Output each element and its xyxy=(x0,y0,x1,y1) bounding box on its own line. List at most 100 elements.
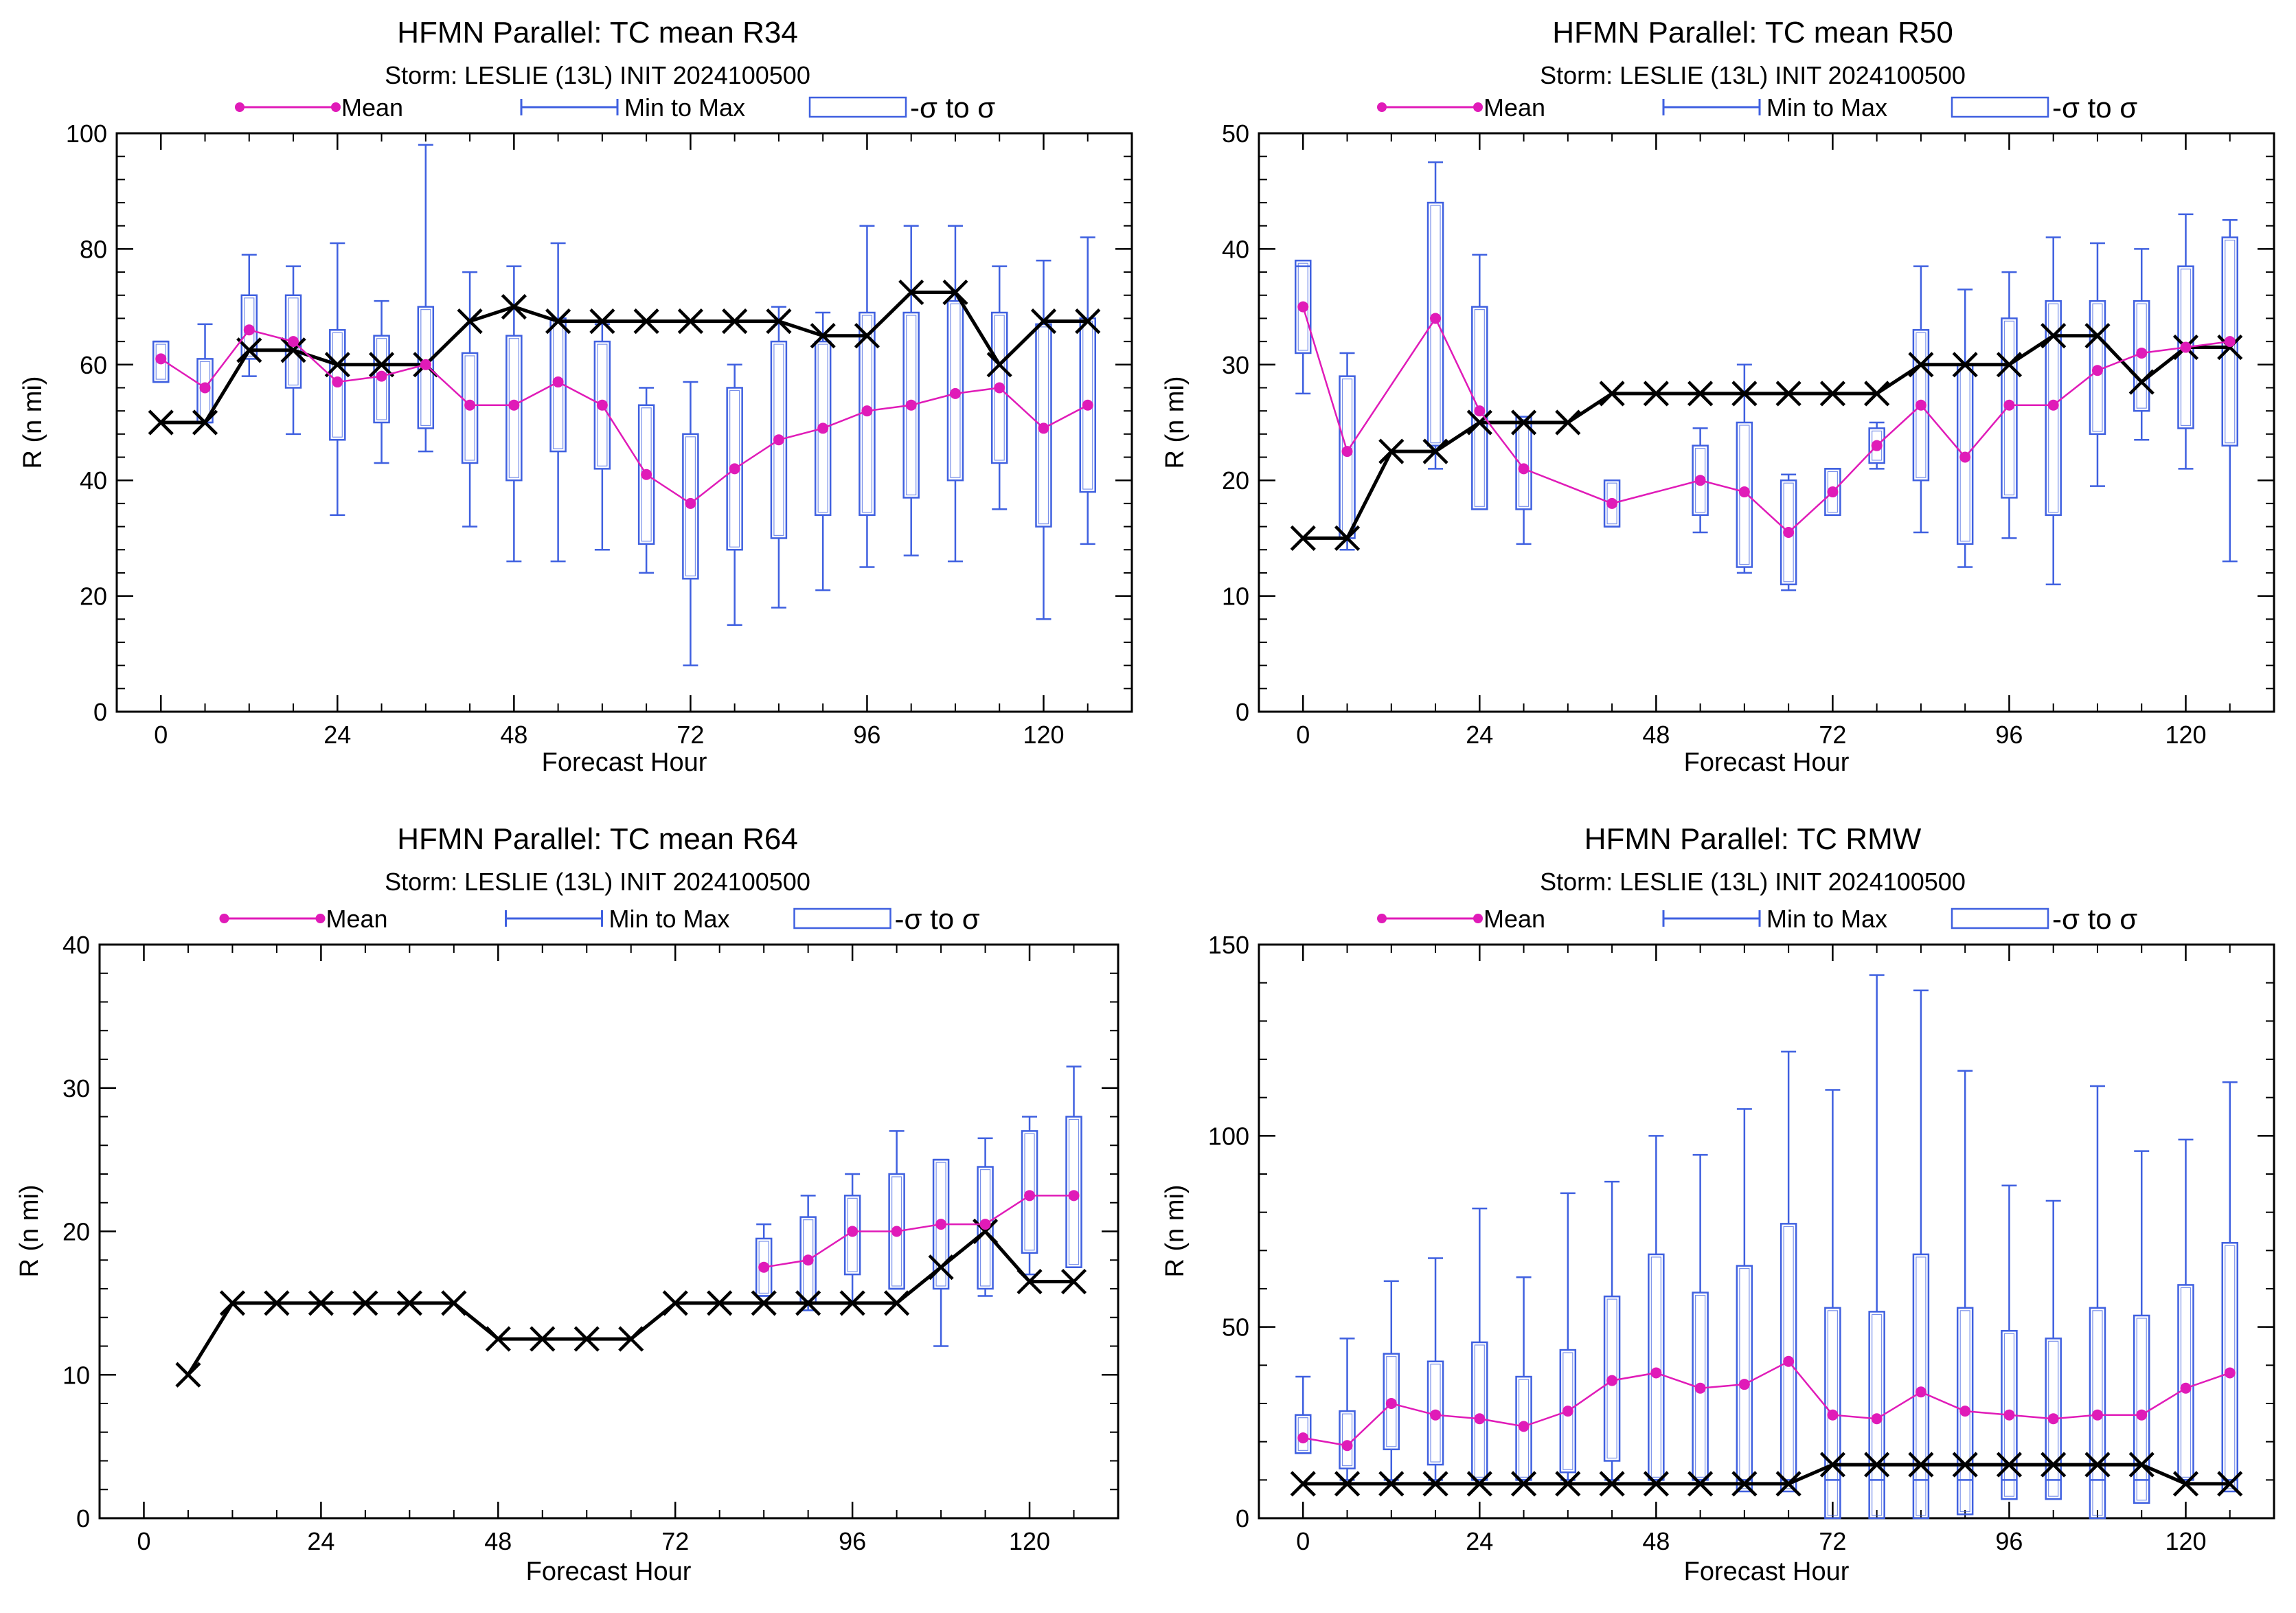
x-tick-label: 48 xyxy=(1642,721,1670,749)
axes-frame xyxy=(115,132,1133,713)
observed-marker xyxy=(1075,308,1101,335)
mean-point xyxy=(1783,526,1795,538)
y-axis-label: R (n mi) xyxy=(15,1184,44,1277)
y-tick-label: 10 xyxy=(1222,583,1249,611)
mean-point xyxy=(949,387,961,399)
mean-point xyxy=(1430,313,1442,324)
mean-point xyxy=(2003,1409,2015,1421)
panel-rmw: HFMN Parallel: TC RMW Storm: LESLIE (13L… xyxy=(1161,822,2275,1586)
observed-marker xyxy=(1775,1471,1801,1497)
mean-point xyxy=(1341,1440,1353,1452)
mean-point xyxy=(641,469,652,480)
observed-marker xyxy=(1819,381,1845,407)
observed-marker xyxy=(1466,1471,1492,1497)
legend-sigma-label: -σ to σ xyxy=(910,91,995,124)
observed-line xyxy=(161,291,1088,425)
sigma-box xyxy=(373,335,390,424)
observed-marker xyxy=(839,1290,865,1316)
chart-subtitle: Storm: LESLIE (13L) INIT 2024100500 xyxy=(1540,61,1966,89)
y-tick-label: 0 xyxy=(1236,1504,1249,1533)
y-axis-label: R (n mi) xyxy=(1161,1184,1190,1277)
sigma-box-inner xyxy=(2225,1245,2236,1489)
sigma-box xyxy=(1648,1253,1665,1481)
sigma-box-inner xyxy=(1783,1226,1794,1489)
sigma-box xyxy=(1603,479,1621,528)
sigma-box xyxy=(1471,1341,1488,1481)
observed-marker xyxy=(810,323,836,349)
sigma-box-inner xyxy=(1474,1344,1485,1478)
observed-marker xyxy=(1290,525,1316,551)
mean-point xyxy=(596,399,608,411)
y-tick-label: 20 xyxy=(1222,466,1249,495)
x-tick-label: 120 xyxy=(2165,721,2206,749)
mean-point xyxy=(2091,365,2103,376)
sigma-box xyxy=(637,404,655,545)
observed-marker xyxy=(324,352,350,378)
mean-point xyxy=(2224,1367,2236,1379)
mean-point xyxy=(2003,399,2015,411)
observed-marker xyxy=(545,308,571,335)
observed-marker xyxy=(1555,1471,1581,1497)
observed-marker xyxy=(1334,525,1361,551)
sigma-box xyxy=(770,340,788,539)
observed-marker xyxy=(1908,1452,1934,1478)
sigma-box-inner xyxy=(464,355,475,461)
x-tick-label: 0 xyxy=(154,721,168,749)
x-tick-label: 0 xyxy=(137,1527,150,1555)
mean-point xyxy=(729,463,740,475)
legend-mean-dot xyxy=(1473,914,1483,923)
observed-marker xyxy=(396,1290,422,1316)
panel-r64: HFMN Parallel: TC mean R64 Storm: LESLIE… xyxy=(15,822,1119,1586)
sigma-box xyxy=(1824,468,1841,516)
x-tick-label: 96 xyxy=(1995,721,2023,749)
sigma-box xyxy=(814,340,832,516)
mean-point xyxy=(935,1219,947,1230)
sigma-box xyxy=(1383,1353,1400,1451)
observed-marker xyxy=(2084,1452,2111,1478)
y-tick-label: 30 xyxy=(62,1074,90,1103)
mean-point xyxy=(552,376,564,388)
mean-point xyxy=(1827,486,1839,498)
legend-sigma-label: -σ to σ xyxy=(2052,903,2137,935)
sigma-box xyxy=(1692,444,1709,516)
observed-marker xyxy=(148,409,174,436)
observed-marker xyxy=(1864,381,1890,407)
observed-marker xyxy=(352,1290,378,1316)
mean-line xyxy=(763,1195,1074,1268)
sigma-box xyxy=(2001,317,2018,499)
observed-marker xyxy=(884,1290,910,1316)
legend: Mean Min to Max -σ to σ xyxy=(1377,91,2137,124)
legend-sigma-box xyxy=(1951,96,2049,118)
legend-mean-label: Mean xyxy=(326,905,388,933)
mean-point xyxy=(758,1261,770,1273)
sigma-box-inner xyxy=(1650,1256,1661,1478)
y-tick-label: 50 xyxy=(1222,120,1249,148)
sigma-box-inner xyxy=(2003,320,2015,496)
sigma-box xyxy=(2133,1314,2150,1504)
panel-r34: HFMN Parallel: TC mean R34 Storm: LESLIE… xyxy=(19,16,1133,777)
observed-marker xyxy=(1643,381,1669,407)
sigma-box xyxy=(1427,201,1444,447)
sigma-box xyxy=(417,306,435,429)
observed-marker xyxy=(1060,1268,1087,1295)
sigma-box-inner xyxy=(1068,1118,1080,1265)
legend-sigma-label: -σ to σ xyxy=(2052,91,2137,124)
sigma-box xyxy=(505,335,523,482)
observed-marker xyxy=(264,1290,290,1316)
sigma-box xyxy=(2177,1284,2194,1481)
observed-marker xyxy=(1422,438,1448,464)
sigma-box xyxy=(946,300,964,482)
y-tick-label: 0 xyxy=(93,698,107,726)
observed-marker xyxy=(854,323,880,349)
sigma-box xyxy=(1515,1375,1532,1481)
sigma-box xyxy=(977,1166,994,1290)
observed-marker xyxy=(530,1326,556,1352)
y-tick-label: 20 xyxy=(62,1218,90,1246)
x-tick-label: 96 xyxy=(853,721,880,749)
sigma-box xyxy=(1295,259,1312,354)
sigma-box-inner xyxy=(1916,1256,1926,1516)
sigma-box-inner xyxy=(1474,309,1485,507)
y-tick-label: 20 xyxy=(80,583,107,611)
mean-point xyxy=(508,399,520,411)
chart-title: HFMN Parallel: TC mean R50 xyxy=(1552,16,1953,49)
